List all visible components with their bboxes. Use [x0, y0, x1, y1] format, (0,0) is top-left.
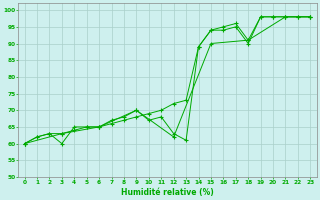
X-axis label: Humidité relative (%): Humidité relative (%)	[121, 188, 214, 197]
